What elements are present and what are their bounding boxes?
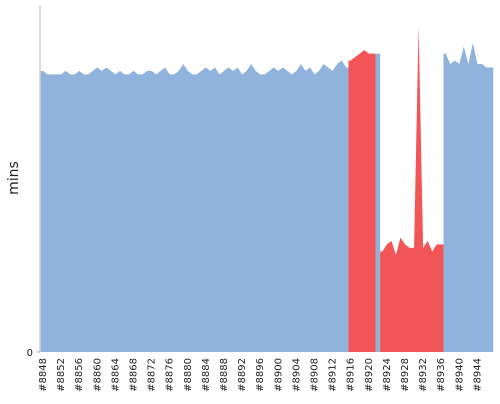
- x-tick-label: #8884: [201, 358, 212, 392]
- x-tick-label: #8916: [346, 358, 357, 392]
- x-tick-label: #8876: [165, 358, 176, 392]
- x-tick-label: #8944: [472, 358, 483, 392]
- x-tick-label: #8936: [436, 358, 447, 392]
- x-tick-label: #8904: [291, 358, 302, 392]
- area: [375, 53, 381, 352]
- x-tick-label: #8940: [454, 358, 465, 392]
- x-tick-label: #8880: [183, 358, 194, 392]
- x-tick-label: #8896: [255, 358, 266, 392]
- x-tick-label: #8908: [310, 358, 321, 392]
- area: [348, 50, 376, 353]
- x-tick-label: #8872: [147, 358, 158, 392]
- x-tick-label: #8888: [219, 358, 230, 392]
- x-tick-label: #8860: [92, 358, 103, 392]
- area: [40, 60, 349, 353]
- x-tick-label: #8848: [38, 358, 49, 392]
- y-tick-label: 0: [27, 348, 33, 359]
- x-tick-label: #8912: [328, 358, 339, 392]
- x-tick-label: #8928: [400, 358, 411, 392]
- x-tick-label: #8892: [237, 358, 248, 392]
- area: [380, 25, 444, 352]
- x-tick-label: #8864: [110, 358, 121, 392]
- x-tick-label: #8856: [74, 358, 85, 392]
- area: [443, 43, 494, 353]
- x-tick-label: #8868: [129, 358, 140, 392]
- x-tick-label: #8920: [364, 358, 375, 392]
- x-tick-label: #8932: [418, 358, 429, 392]
- x-tick-label: #8852: [56, 358, 67, 392]
- x-tick-label: #8900: [273, 358, 284, 392]
- y-axis-label: mins: [6, 161, 22, 195]
- x-tick-label: #8924: [382, 358, 393, 392]
